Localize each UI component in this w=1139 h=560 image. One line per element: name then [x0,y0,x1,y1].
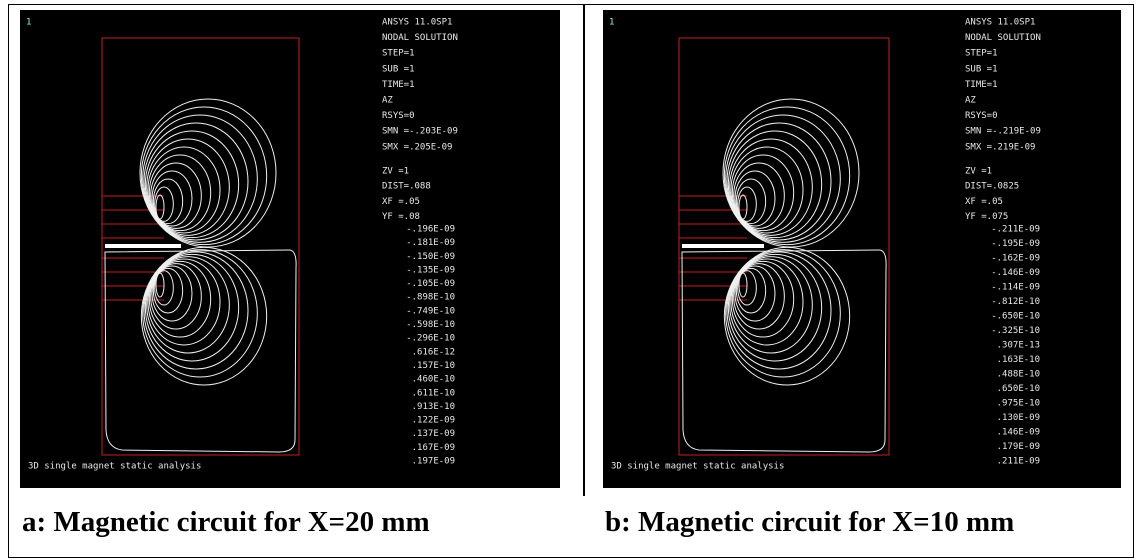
info-line: SMX =.205E-09 [382,142,452,152]
legend-label: -.749E-10 [406,306,455,316]
info-line: SMN =-.219E-09 [965,127,1041,137]
view-line: XF =.05 [965,197,1003,207]
caption: a: Magnetic circuit for X=20 mm [22,506,430,539]
info-line: SMN =-.203E-09 [382,127,458,137]
legend-label: .146E-09 [997,428,1040,438]
legend-label: -.325E-10 [991,326,1040,336]
legend-label: .179E-09 [997,442,1040,452]
footer: 3D single magnet static analysis [611,462,784,472]
ansys-panel: 1 ANSYS 11.0SP1 NODAL SOLUTION STEP=1 SUB =1… [603,10,1121,488]
info-line: TIME=1 [382,80,415,90]
legend-label: -.114E-09 [991,283,1040,293]
legend-label: -.598E-10 [406,320,455,330]
window-number: 1 [609,18,614,28]
contour [730,257,813,353]
legend-label: .211E-09 [997,457,1040,467]
info-line: SMX =.219E-09 [965,142,1035,152]
legend-label: -.196E-09 [406,225,455,235]
legend-label: .122E-09 [412,416,455,426]
legend-label: -.105E-09 [406,279,455,289]
legend-label: .167E-09 [412,443,455,453]
legend-label: .157E-10 [412,361,455,371]
caption: b: Magnetic circuit for X=10 mm [605,506,1014,539]
legend-label: .137E-09 [412,429,455,439]
magnet-plate [682,244,764,248]
view-line: YF =.075 [965,212,1008,222]
info-line: SUB =1 [965,64,998,74]
info-line: STEP=1 [382,49,415,59]
legend-label: .913E-10 [412,402,455,412]
contour [147,139,230,235]
info-line: RSYS=0 [965,111,998,121]
contour [147,257,230,353]
legend-label: -.296E-10 [406,334,455,344]
info-line: ANSYS 11.0SP1 [965,18,1035,28]
info-line: STEP=1 [965,49,998,59]
legend-label: .163E-10 [997,355,1040,365]
legend-label: -.181E-09 [406,238,455,248]
info-line: ANSYS 11.0SP1 [382,18,452,28]
legend-label: -.135E-09 [406,265,455,275]
legend-label: .197E-09 [412,457,455,467]
footer: 3D single magnet static analysis [28,462,201,472]
legend-label: .488E-10 [997,370,1040,380]
legend-label: -.650E-10 [991,312,1040,322]
info-line: AZ [382,96,393,106]
legend-label: .130E-09 [997,413,1040,423]
legend-label: -.195E-09 [991,239,1040,249]
page: 1 ANSYS 11.0SP1 NODAL SOLUTION STEP=1 SUB =1… [0,0,1139,560]
ansys-panel: 1 ANSYS 11.0SP1 NODAL SOLUTION STEP=1 SUB =1… [20,10,560,488]
info-line: AZ [965,96,976,106]
view-line: YF =.08 [382,212,420,222]
view-line: ZV =1 [965,167,992,177]
legend-label: .460E-10 [412,375,455,385]
view-line: ZV =1 [382,167,409,177]
legend-label: -.812E-10 [991,297,1040,307]
info-line: TIME=1 [965,80,998,90]
info-line: NODAL SOLUTION [965,33,1041,43]
legend-label: -.211E-09 [991,225,1040,235]
legend-label: .616E-12 [412,347,455,357]
legend-label: -.162E-09 [991,254,1040,264]
view-line: DIST=.088 [382,182,431,192]
contour [730,139,813,235]
window-number: 1 [26,18,31,28]
magnet-plate [105,244,181,248]
legend-label: .975E-10 [997,399,1040,409]
view-line: DIST=.0825 [965,182,1019,192]
info-line: RSYS=0 [382,111,415,121]
view-line: XF =.05 [382,197,420,207]
legend-label: -.146E-09 [991,268,1040,278]
legend-label: .611E-10 [412,388,455,398]
legend-label: -.150E-09 [406,252,455,262]
legend-label: .650E-10 [997,384,1040,394]
legend-label: .307E-13 [997,341,1040,351]
info-line: NODAL SOLUTION [382,33,458,43]
legend-label: -.898E-10 [406,293,455,303]
divider [583,4,585,496]
info-line: SUB =1 [382,64,415,74]
